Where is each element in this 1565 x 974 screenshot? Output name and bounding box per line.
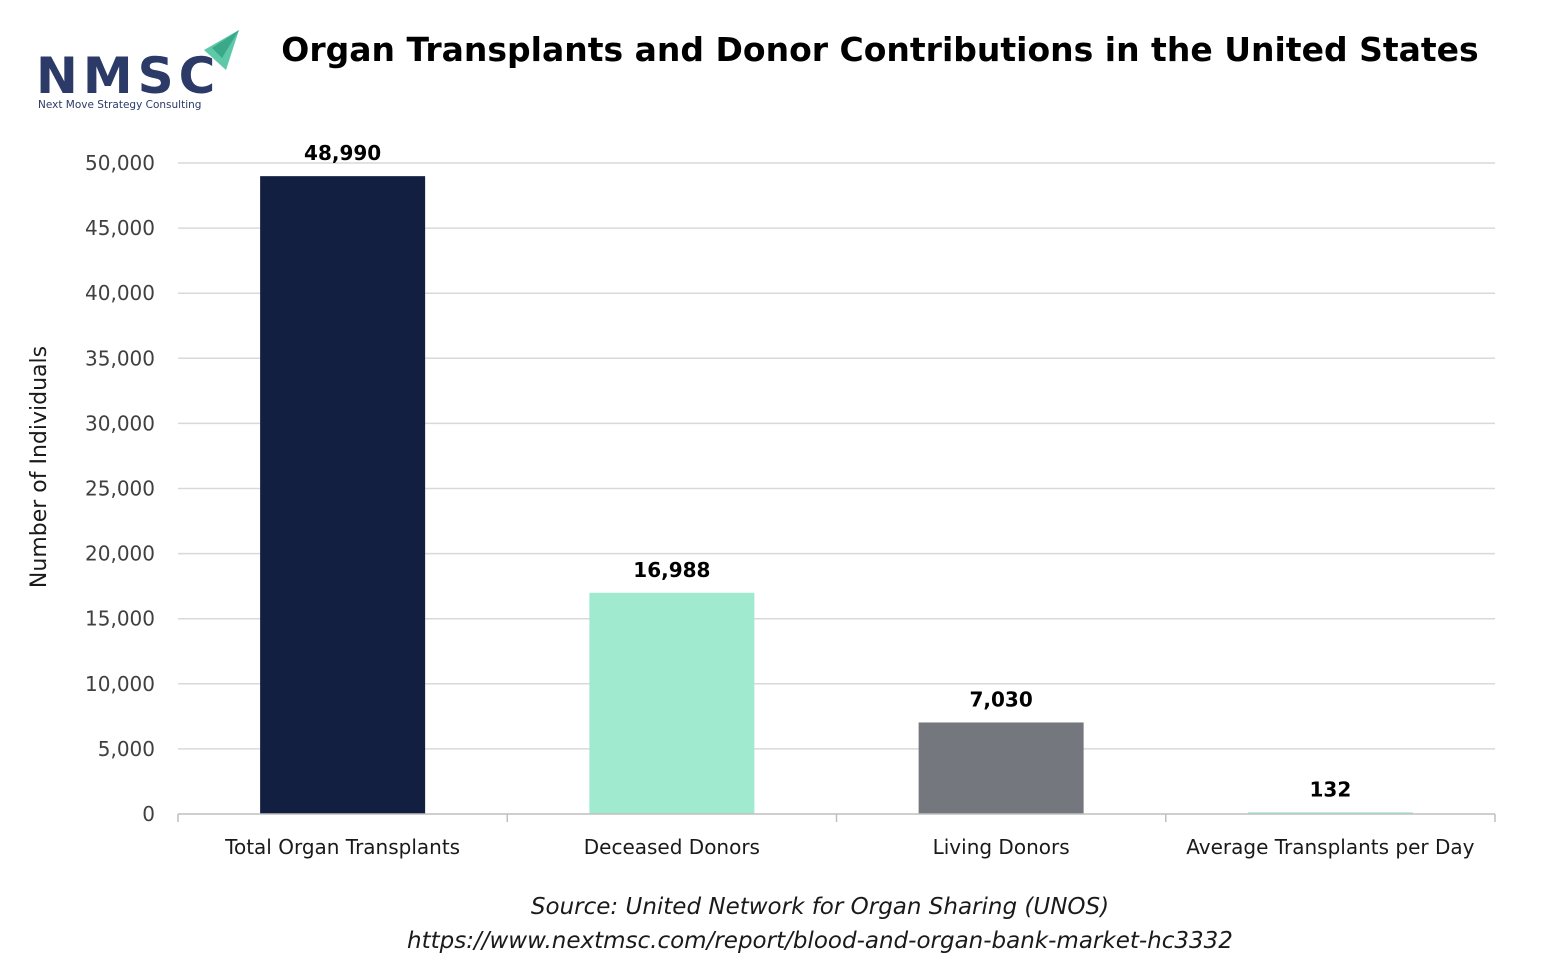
y-tick-label: 0 [142,802,155,826]
logo-text: NMSC [36,47,220,105]
y-tick-label: 10,000 [85,672,155,696]
logo-tagline: Next Move Strategy Consulting [38,99,201,111]
x-category-label: Living Donors [933,835,1070,859]
data-label: 48,990 [304,141,381,165]
source-note: Source: United Network for Organ Sharing… [0,890,1565,958]
x-category-label: Total Organ Transplants [224,835,460,859]
y-axis-title: Number of Individuals [27,346,52,588]
data-label: 16,988 [633,558,710,582]
y-tick-label: 35,000 [85,346,155,370]
y-tick-label: 45,000 [85,216,155,240]
source-url: https://www.nextmsc.com/report/blood-and… [407,928,1233,954]
bar [1247,812,1413,814]
data-label: 132 [1310,777,1352,801]
bar [260,176,426,814]
chart-title: Organ Transplants and Donor Contribution… [281,30,1479,69]
x-category-label: Average Transplants per Day [1186,835,1474,859]
data-labels: 48,990 16,988 7,030 132 [304,141,1351,801]
y-tick-label: 40,000 [85,281,155,305]
bar [918,722,1084,814]
y-tick-label: 20,000 [85,542,155,566]
data-label: 7,030 [969,687,1032,711]
x-category-label: Deceased Donors [584,835,760,859]
y-tick-label: 25,000 [85,477,155,501]
bar-chart: 0 5,000 10,000 15,000 20,000 25,000 30,000 35,0… [27,141,1496,859]
nmsc-logo-graphic: NMSC Next Move Strategy Consulting [36,30,239,111]
y-tick-label: 30,000 [85,411,155,435]
y-tick-label: 5,000 [98,737,155,761]
paper-plane-fold-icon [212,30,239,58]
bars [260,176,1413,814]
bar [589,592,755,814]
y-tick-label: 50,000 [85,151,155,175]
x-axis-labels: Total Organ Transplants Deceased Donors Li… [224,835,1475,859]
y-axis-ticks: 0 5,000 10,000 15,000 20,000 25,000 30,000 35,0… [85,151,155,826]
y-tick-label: 15,000 [85,607,155,631]
source-line: Source: United Network for Organ Sharing… [530,894,1110,920]
nmsc-logo: NMSC Next Move Strategy Consulting [34,28,249,114]
x-axis [177,813,1496,822]
